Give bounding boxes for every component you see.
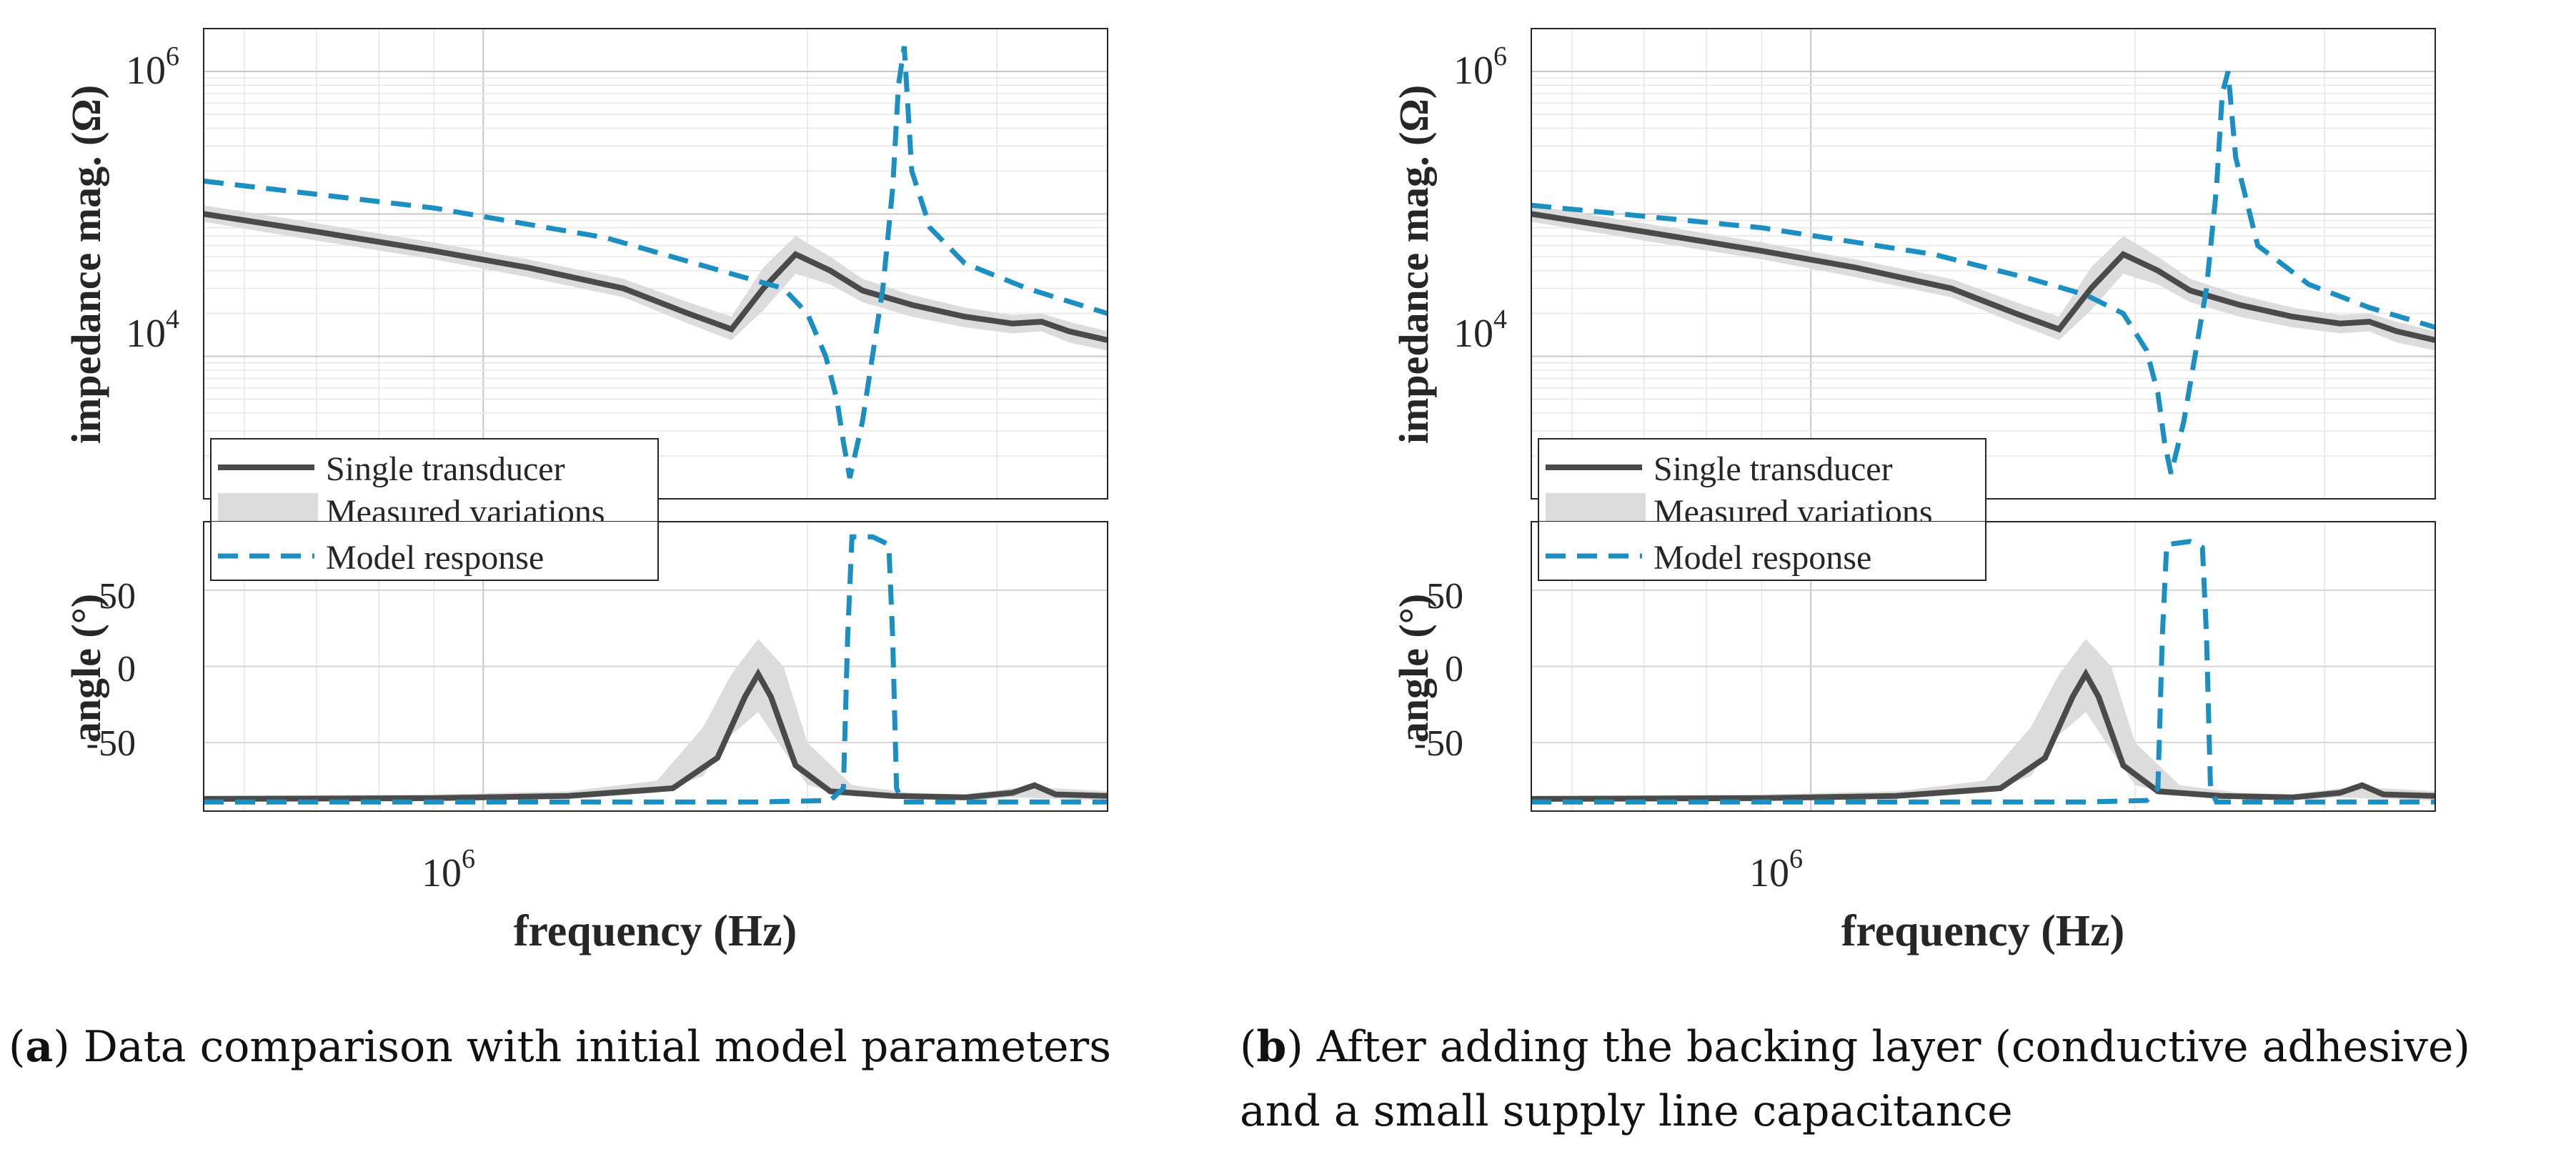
panel-a-mag-grid xyxy=(204,28,1108,500)
panel-b-mag-tick-1e4: 104 xyxy=(1453,304,1507,356)
panel-a: 106 104 impedance mag. (Ω) Single transd… xyxy=(9,28,1111,1072)
panel-a-angle-tick-0: 0 xyxy=(117,649,136,690)
panel-b-mag-plot-area xyxy=(1531,29,2435,499)
panel-a-legend-model-label-top: Model response xyxy=(326,539,544,577)
panel-a-mag-model-line xyxy=(203,46,1109,479)
panel-b-legend-border-top xyxy=(1538,438,1986,581)
panel-b-angle-tick-0: 0 xyxy=(1445,649,1463,690)
panel-b-angle-model-line xyxy=(1531,539,2435,805)
panel-b-angle-tick-neg50: -50 xyxy=(1414,723,1463,764)
panel-b-legend-model-label: Model response xyxy=(1653,539,1871,577)
panel-a-angle-measured-line xyxy=(203,668,1108,802)
panel-b-mag-measured-line xyxy=(1531,211,2436,343)
panel-a-legend-overlap xyxy=(211,522,658,580)
panel-b-mag-variation-band xyxy=(1531,205,2435,351)
panel-b-caption-line-2: and a small supply line capacitance xyxy=(1240,1086,2013,1136)
panel-b: 106 104 impedance mag. (Ω) Single transd… xyxy=(1240,28,2470,1136)
panel-b-legend-overlap xyxy=(1538,522,1986,580)
panel-a-angle-tick-50: 50 xyxy=(99,576,136,617)
panel-b-angle-ylabel: angle (°) xyxy=(1391,594,1437,743)
panel-b-angle-measured-line xyxy=(1531,668,2436,802)
panel-a-xlabel: frequency (Hz) xyxy=(514,907,797,955)
panel-a-x-tick-1e6: 106 xyxy=(422,844,475,895)
panel-a-angle-tick-neg50: -50 xyxy=(86,723,136,764)
panel-a-legend-measured-label: Single transducer xyxy=(326,450,565,488)
panel-b-angle-axes: Model response 50 0 -50 angle (°) 106 fr… xyxy=(1391,438,2436,955)
panel-a-mag-plot-area xyxy=(204,29,1108,499)
panel-a-mag-variation-band xyxy=(204,205,1108,351)
panel-a-legend-border-top xyxy=(210,438,659,581)
panel-b-angle-tick-50: 50 xyxy=(1426,576,1463,617)
panel-b-mag-ylabel: impedance mag. (Ω) xyxy=(1391,85,1437,444)
panel-b-mag-tick-1e6: 106 xyxy=(1453,41,1507,93)
panel-b-xlabel: frequency (Hz) xyxy=(1841,907,2125,955)
panel-a-mag-tick-1e4: 104 xyxy=(126,304,179,356)
panel-a-caption: (a) Data comparison with initial model p… xyxy=(9,1022,1111,1072)
panel-b-mag-axes: 106 104 impedance mag. (Ω) Single transd… xyxy=(1391,28,2437,581)
panel-a-mag-axes: 106 104 impedance mag. (Ω) Single transd… xyxy=(63,28,1109,581)
panel-a-mag-measured-line xyxy=(203,211,1108,343)
panel-a-mag-ylabel: impedance mag. (Ω) xyxy=(63,85,109,444)
panel-b-caption-line-1: (b) After adding the backing layer (cond… xyxy=(1240,1022,2470,1072)
panel-a-mag-tick-1e6: 106 xyxy=(126,41,179,93)
panel-b-legend-measured-label: Single transducer xyxy=(1653,450,1893,488)
panel-b-mag-model-line xyxy=(1531,71,2437,475)
panel-b-x-tick-1e6: 106 xyxy=(1749,844,1803,895)
panel-a-angle-model-line xyxy=(204,534,1108,805)
panel-a-angle-ylabel: angle (°) xyxy=(63,594,109,743)
panel-a-angle-axes: Model response 50 0 -50 angle (°) 106 fr… xyxy=(63,438,1108,955)
